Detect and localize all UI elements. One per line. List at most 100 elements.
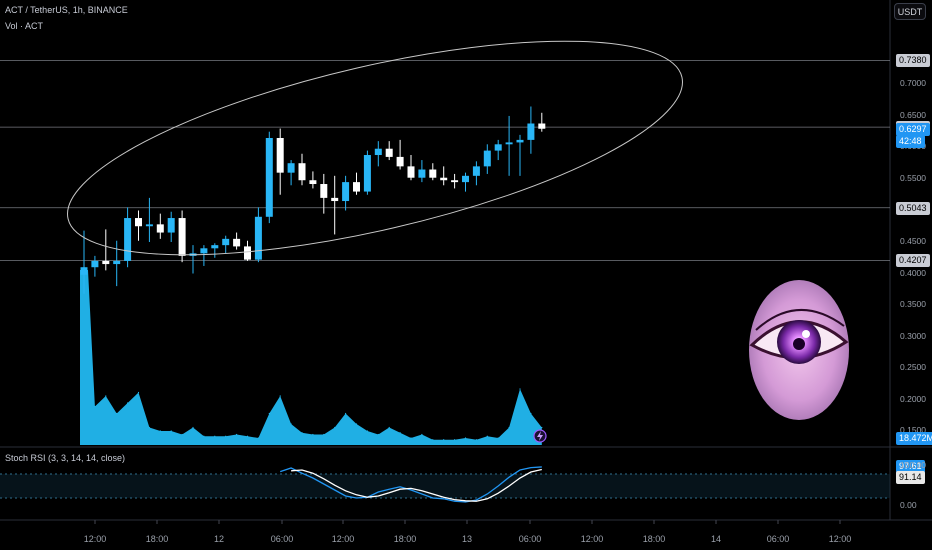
volume-point-13 bbox=[225, 435, 227, 437]
time-tick-label: 12 bbox=[213, 534, 225, 544]
volume-point-20 bbox=[301, 432, 303, 434]
candle-27 bbox=[374, 141, 382, 167]
price-tag: 0.6297 bbox=[896, 122, 930, 136]
stoch-value-tag: 97.61 bbox=[896, 459, 925, 473]
candle-body-4 bbox=[124, 218, 132, 261]
candle-13 bbox=[222, 235, 230, 254]
candle-body-40 bbox=[516, 139, 524, 143]
candle-body-9 bbox=[178, 218, 186, 256]
candle-42 bbox=[538, 112, 546, 132]
candle-12 bbox=[211, 243, 219, 258]
candle-body-22 bbox=[320, 184, 328, 198]
candle-34 bbox=[451, 173, 459, 189]
time-tick-label: 13 bbox=[461, 534, 473, 544]
stoch-tick-label: 0.00 bbox=[900, 500, 917, 510]
candle-32 bbox=[429, 163, 437, 181]
candle-5 bbox=[135, 210, 142, 241]
time-tick-label: 18:00 bbox=[145, 534, 169, 544]
candle-body-27 bbox=[374, 148, 382, 156]
currency-button[interactable]: USDT bbox=[894, 3, 926, 20]
price-tick-label: 0.4000 bbox=[900, 267, 926, 278]
price-tick-label: 0.4500 bbox=[900, 236, 926, 246]
price-tick-label: 0.7000 bbox=[900, 78, 926, 89]
price-tick-label: 0.1500 bbox=[900, 425, 926, 436]
candle-body-21 bbox=[309, 180, 317, 185]
stoch-tick-label: 100.00 bbox=[900, 460, 926, 470]
candle-body-36 bbox=[472, 166, 480, 176]
volume-point-33 bbox=[443, 439, 445, 441]
candle-body-15 bbox=[244, 246, 251, 260]
candle-33 bbox=[440, 166, 448, 186]
symbol-title: ACT / TetherUS, 1h, BINANCE bbox=[5, 5, 128, 15]
volume-point-9 bbox=[181, 433, 183, 436]
candle-body-35 bbox=[462, 175, 469, 183]
volume-point-41 bbox=[530, 412, 532, 415]
stoch-rsi-label[interactable]: Stoch RSI (3, 3, 14, 14, close) bbox=[5, 453, 126, 463]
candle-35 bbox=[462, 172, 469, 192]
candle-body-0 bbox=[80, 267, 88, 275]
candle-body-33 bbox=[440, 177, 448, 181]
volume-point-37 bbox=[486, 435, 488, 437]
candle-body-18 bbox=[276, 138, 284, 173]
stoch-k-line bbox=[279, 466, 542, 503]
volume-point-42 bbox=[541, 426, 543, 429]
candle-30 bbox=[407, 155, 415, 181]
stoch-d-line bbox=[291, 468, 542, 502]
volume-point-17 bbox=[268, 412, 270, 415]
candle-body-8 bbox=[167, 218, 175, 233]
stoch-value-tag: 91.14 bbox=[896, 470, 925, 484]
candle-body-23 bbox=[331, 197, 339, 202]
candle-18 bbox=[276, 128, 284, 195]
candle-body-14 bbox=[233, 238, 241, 247]
candle-36 bbox=[472, 161, 480, 186]
volume-point-40 bbox=[519, 388, 521, 390]
stoch-band bbox=[0, 474, 890, 498]
volume-point-27 bbox=[377, 433, 379, 436]
candle-body-12 bbox=[211, 245, 219, 249]
volume-point-23 bbox=[334, 426, 336, 429]
candle-19 bbox=[287, 160, 295, 186]
volume-point-35 bbox=[464, 437, 467, 439]
volume-point-16 bbox=[257, 437, 259, 439]
candle-4 bbox=[124, 207, 132, 268]
candle-25 bbox=[353, 172, 360, 195]
volume-point-6 bbox=[148, 426, 150, 429]
candle-body-30 bbox=[407, 166, 415, 178]
candle-body-5 bbox=[135, 218, 142, 227]
volume-point-19 bbox=[290, 423, 292, 425]
volume-point-18 bbox=[279, 395, 281, 397]
candle-14 bbox=[233, 232, 241, 250]
candle-24 bbox=[342, 175, 350, 211]
avatar-eye-image bbox=[749, 280, 849, 420]
candle-body-38 bbox=[494, 144, 502, 151]
time-tick-label: 06:00 bbox=[766, 534, 790, 544]
volume-area-path bbox=[80, 270, 542, 445]
candle-body-34 bbox=[451, 180, 459, 183]
trend-ellipse bbox=[67, 40, 683, 256]
volume-point-26 bbox=[366, 430, 368, 432]
bolt-icon[interactable] bbox=[533, 429, 547, 443]
volume-point-24 bbox=[345, 412, 347, 415]
candle-11 bbox=[200, 245, 208, 266]
candle-body-31 bbox=[418, 169, 426, 178]
volume-point-28 bbox=[388, 426, 390, 429]
candle-40 bbox=[516, 134, 524, 176]
volume-point-15 bbox=[246, 435, 249, 437]
candle-41 bbox=[527, 106, 535, 154]
candle-28 bbox=[385, 141, 393, 161]
candle-15 bbox=[244, 240, 251, 261]
volume-indicator-label[interactable]: Vol · ACT bbox=[5, 21, 44, 31]
volume-point-22 bbox=[323, 433, 325, 436]
price-tag: 42:48 bbox=[896, 134, 925, 148]
time-tick-label: 06:00 bbox=[270, 534, 294, 544]
price-tag: 0.5043 bbox=[896, 201, 930, 215]
candle-body-7 bbox=[156, 224, 164, 233]
candle-38 bbox=[494, 139, 502, 161]
time-tick-label: 12:00 bbox=[331, 534, 355, 544]
price-tag: 0.7380 bbox=[896, 54, 930, 68]
volume-area bbox=[80, 269, 543, 445]
candle-9 bbox=[178, 210, 186, 263]
candle-body-41 bbox=[527, 123, 535, 140]
volume-point-10 bbox=[192, 426, 194, 429]
volume-point-2 bbox=[105, 395, 107, 397]
